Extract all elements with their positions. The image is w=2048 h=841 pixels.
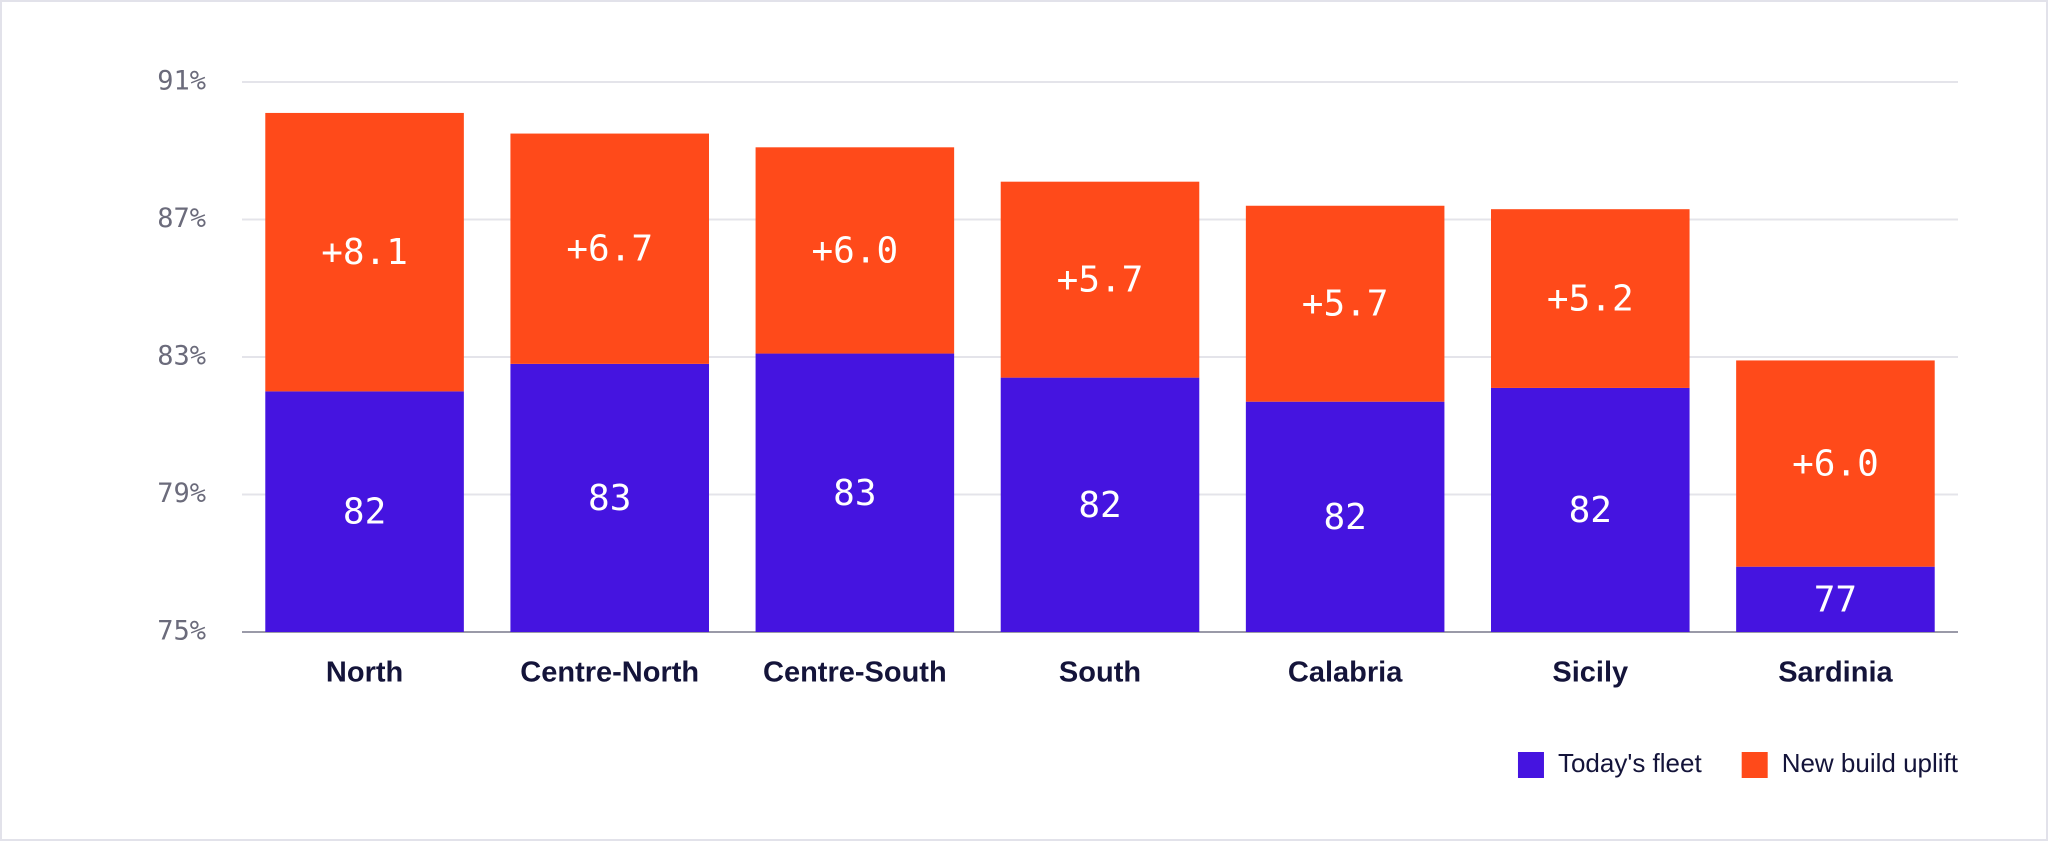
y-tick-label: 75% [157,616,206,647]
data-label: +6.0 [1792,444,1879,485]
bar-segment [755,353,955,632]
x-tick-label: Centre-South [763,657,947,689]
data-label: +6.0 [812,230,899,271]
y-tick-label: 87% [157,203,206,234]
y-tick-label: 79% [157,478,206,509]
x-tick-label: South [1059,657,1141,689]
bar-segment [265,112,464,392]
bar-segment [1000,377,1200,632]
data-label: 83 [588,478,631,519]
data-label: 83 [833,473,876,514]
data-label: +5.7 [1302,284,1389,325]
bar-segment [1491,387,1690,632]
x-tick-label: Sardinia [1778,657,1893,689]
x-tick-label: North [326,657,403,689]
legend-label: Today's fleet [1558,748,1702,778]
data-label: 77 [1814,579,1857,620]
bar-segment [755,147,955,354]
data-label: +8.1 [321,232,408,273]
data-label: +5.2 [1547,279,1634,320]
data-label: +5.7 [1057,260,1144,301]
bar-segment [1736,566,1935,632]
bar-segment [1000,181,1200,378]
legend-swatch [1517,752,1544,778]
bar-segment [1736,360,1935,567]
bar-segment [265,391,464,632]
bar-segment [1491,209,1690,388]
bar-segment [1245,205,1445,402]
data-label: 82 [1569,490,1612,531]
legend-label: New build uplift [1782,748,1959,778]
data-label: 82 [1323,497,1366,538]
x-tick-label: Centre-North [520,657,699,689]
bar-segment [510,363,709,632]
data-label: 82 [1078,485,1121,526]
bar-segment [1245,401,1445,632]
data-label: 82 [343,492,386,533]
legend-swatch [1741,752,1768,778]
x-tick-label: Calabria [1288,657,1403,689]
data-label: +6.7 [566,229,653,270]
y-tick-label: 83% [157,341,206,372]
bar-segment [510,133,709,364]
y-tick-label: 91% [157,66,206,97]
x-tick-label: Sicily [1552,657,1628,689]
